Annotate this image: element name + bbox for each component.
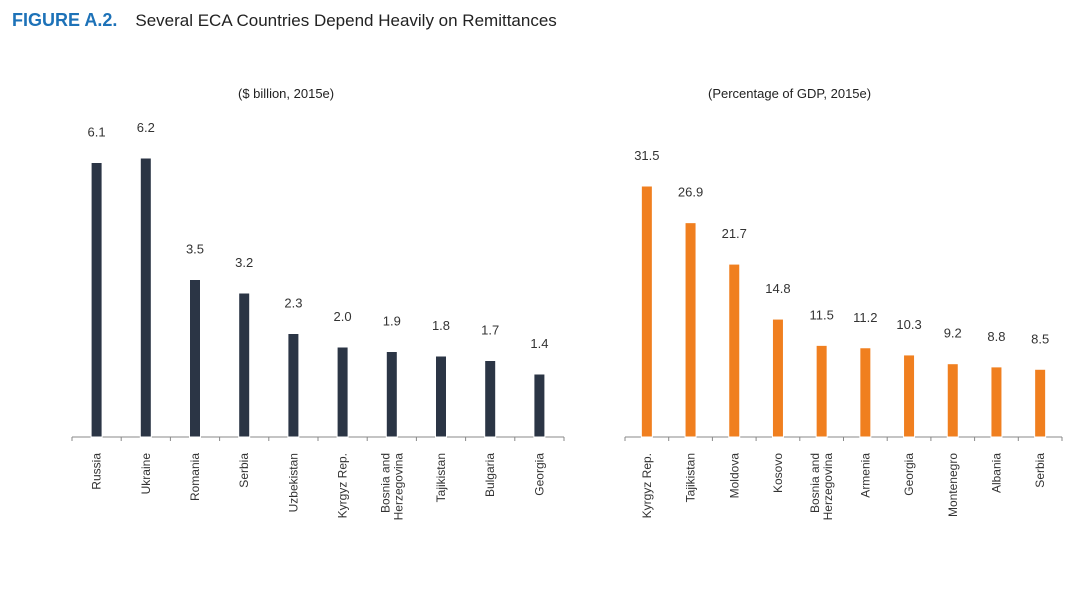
- right-value-label: 9.2: [944, 326, 962, 341]
- svg-text:Bosnia andHerzegovina: Bosnia andHerzegovina: [808, 453, 835, 521]
- right-bar: [1034, 368, 1047, 438]
- left-value-label: 6.2: [137, 120, 155, 135]
- left-value-label: 1.4: [530, 336, 548, 351]
- left-category-label: Georgia: [532, 453, 546, 496]
- left-bar: [435, 355, 447, 438]
- svg-text:Serbia: Serbia: [237, 453, 251, 488]
- svg-text:Moldova: Moldova: [727, 453, 741, 499]
- svg-text:Serbia: Serbia: [1033, 453, 1047, 488]
- svg-text:Kyrgyz Rep.: Kyrgyz Rep.: [640, 453, 654, 518]
- right-value-label: 11.5: [809, 307, 833, 322]
- right-category-label: Bosnia andHerzegovina: [808, 453, 835, 521]
- right-chart-title: (Percentage of GDP, 2015e): [708, 86, 872, 101]
- left-value-label: 1.8: [432, 318, 450, 333]
- svg-text:Kyrgyz Rep.: Kyrgyz Rep.: [336, 453, 350, 518]
- right-category-label: Tajikistan: [684, 453, 698, 502]
- right-value-label: 14.8: [765, 281, 790, 296]
- left-bar: [385, 351, 398, 438]
- svg-text:Tajikistan: Tajikistan: [434, 453, 448, 502]
- left-bar: [189, 279, 201, 438]
- right-value-label: 11.2: [853, 310, 877, 325]
- left-value-label: 2.0: [334, 309, 352, 324]
- left-bar: [287, 333, 300, 438]
- svg-text:Armenia: Armenia: [858, 453, 872, 498]
- svg-text:Georgia: Georgia: [532, 453, 546, 496]
- right-value-label: 26.9: [678, 185, 703, 200]
- svg-text:Bulgaria: Bulgaria: [483, 453, 497, 497]
- right-bar: [640, 185, 653, 438]
- left-chart-title: ($ billion, 2015e): [238, 86, 335, 101]
- right-category-label: Armenia: [858, 453, 872, 498]
- svg-text:Tajikistan: Tajikistan: [684, 453, 698, 502]
- right-bar: [728, 263, 741, 438]
- left-value-label: 3.5: [186, 242, 204, 257]
- left-value-label: 2.3: [284, 296, 302, 311]
- svg-text:Georgia: Georgia: [902, 453, 916, 496]
- left-category-label: Bulgaria: [483, 453, 497, 497]
- right-category-label: Kyrgyz Rep.: [640, 453, 654, 518]
- right-bar: [990, 366, 1003, 438]
- svg-text:Montenegro: Montenegro: [946, 453, 960, 517]
- right-value-label: 8.5: [1031, 331, 1049, 346]
- right-category-label: Montenegro: [946, 453, 960, 517]
- svg-text:Albania: Albania: [989, 453, 1003, 493]
- right-bar: [771, 318, 784, 438]
- left-category-label: Romania: [188, 453, 202, 501]
- left-category-label: Bosnia andHerzegovina: [378, 453, 405, 521]
- left-bar: [238, 292, 251, 438]
- left-bar: [90, 162, 103, 438]
- left-value-label: 3.2: [235, 255, 253, 270]
- right-value-label: 21.7: [722, 226, 747, 241]
- right-bar: [946, 363, 959, 438]
- svg-text:Russia: Russia: [90, 453, 104, 490]
- left-category-label: Uzbekistan: [286, 453, 300, 512]
- left-bar: [533, 373, 546, 438]
- svg-text:Ukraine: Ukraine: [139, 453, 153, 495]
- svg-text:Bosnia andHerzegovina: Bosnia andHerzegovina: [378, 453, 405, 521]
- svg-text:Kosovo: Kosovo: [771, 453, 785, 493]
- right-bar: [684, 222, 697, 438]
- left-category-label: Serbia: [237, 453, 251, 488]
- right-category-label: Moldova: [727, 453, 741, 499]
- right-value-label: 31.5: [634, 148, 659, 163]
- left-bar: [484, 360, 497, 438]
- svg-text:Romania: Romania: [188, 453, 202, 501]
- right-category-label: Albania: [989, 453, 1003, 493]
- right-category-label: Georgia: [902, 453, 916, 496]
- left-value-label: 1.7: [481, 323, 499, 338]
- right-bar: [859, 347, 872, 438]
- svg-text:Uzbekistan: Uzbekistan: [286, 453, 300, 512]
- left-bar: [336, 346, 349, 438]
- right-bar: [815, 344, 828, 438]
- left-value-label: 6.1: [88, 125, 106, 140]
- figure-label: FIGURE A.2.: [12, 10, 118, 30]
- left-category-label: Tajikistan: [434, 453, 448, 502]
- left-category-label: Kyrgyz Rep.: [336, 453, 350, 518]
- left-bar: [139, 157, 152, 438]
- figure-header: FIGURE A.2. Several ECA Countries Depend…: [12, 10, 557, 40]
- left-category-label: Russia: [90, 453, 104, 490]
- figure-title: Several ECA Countries Depend Heavily on …: [135, 11, 557, 30]
- right-value-label: 10.3: [896, 317, 921, 332]
- left-value-label: 1.9: [383, 314, 401, 329]
- left-category-label: Ukraine: [139, 453, 153, 495]
- right-category-label: Serbia: [1033, 453, 1047, 488]
- right-value-label: 8.8: [987, 329, 1005, 344]
- right-bar: [903, 354, 916, 438]
- right-category-label: Kosovo: [771, 453, 785, 493]
